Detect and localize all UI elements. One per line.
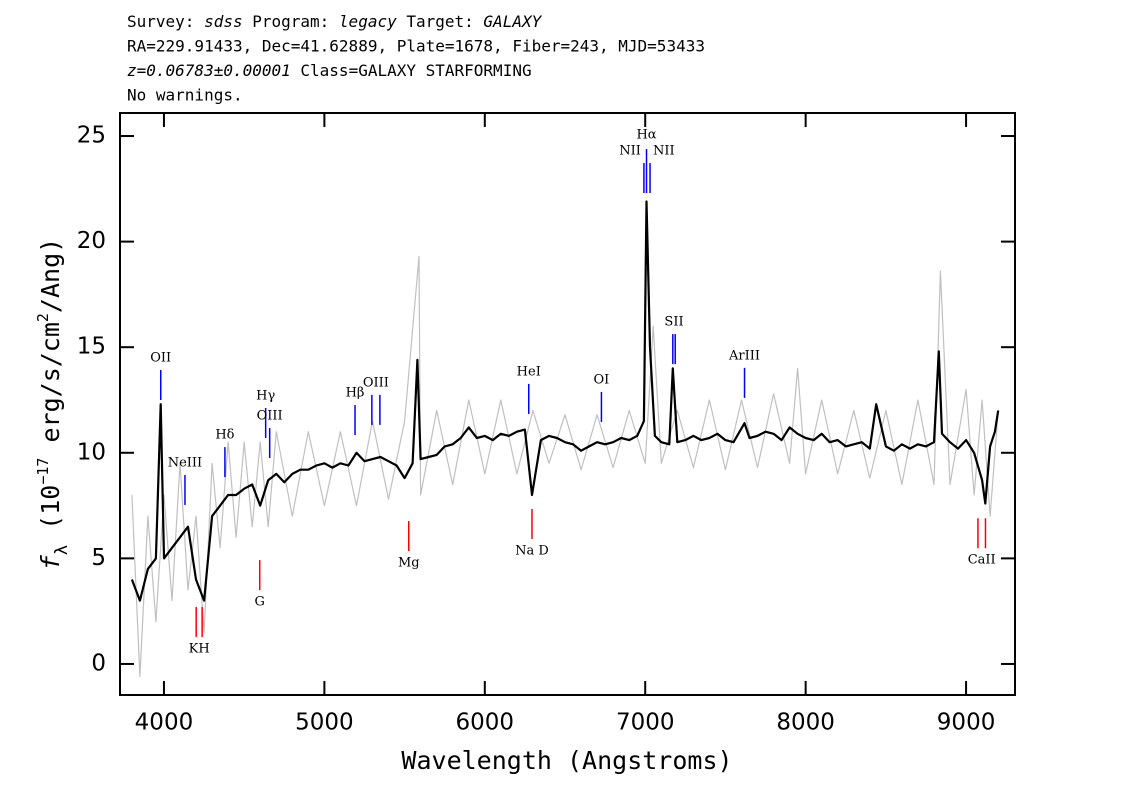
header-line: No warnings. bbox=[127, 85, 243, 104]
line-label: NeIII bbox=[168, 455, 202, 470]
header-segment: sdss bbox=[204, 12, 243, 31]
y-tick-label: 10 bbox=[77, 439, 106, 465]
header-segment: Target: bbox=[397, 12, 484, 31]
line-label: SII bbox=[664, 315, 683, 330]
y-tick-label: 0 bbox=[91, 650, 106, 676]
line-label: OIII bbox=[257, 409, 283, 424]
x-axis-label: Wavelength (Angstroms) bbox=[401, 746, 732, 775]
header-segment: legacy bbox=[339, 12, 397, 31]
line-label: Na D bbox=[515, 543, 549, 558]
y-axis-label: fλ (10−17 erg/s/cm2/Ang) bbox=[34, 238, 73, 570]
line-label: CaII bbox=[968, 553, 996, 568]
y-label-part: λ bbox=[52, 545, 72, 555]
header-segment: z=0.06783±0.00001 bbox=[127, 61, 291, 80]
spectrum-line bbox=[130, 200, 1000, 602]
y-label-part: −17 bbox=[34, 458, 52, 485]
y-label-part: f bbox=[36, 554, 65, 570]
x-tick-label: 9000 bbox=[937, 710, 996, 736]
line-label: NII bbox=[619, 144, 641, 159]
y-tick-label: 20 bbox=[77, 228, 106, 254]
x-tick-label: 4000 bbox=[135, 710, 194, 736]
header-segment: Survey: bbox=[127, 12, 204, 31]
line-label: OI bbox=[594, 372, 610, 387]
header-segment: Program: bbox=[243, 12, 339, 31]
header-line: RA=229.91433, Dec=41.62889, Plate=1678, … bbox=[127, 36, 705, 55]
header-line: z=0.06783±0.00001 Class=GALAXY STARFORMI… bbox=[127, 61, 532, 80]
x-tick-label: 6000 bbox=[456, 710, 515, 736]
line-label: KH bbox=[189, 641, 210, 656]
line-label: Hβ bbox=[346, 386, 365, 401]
line-label: OII bbox=[150, 350, 171, 365]
y-tick-label: 5 bbox=[91, 545, 106, 571]
header-segment: Class=GALAXY STARFORMING bbox=[291, 61, 532, 80]
header-segment: GALAXY bbox=[483, 12, 542, 31]
line-label: OIII bbox=[363, 375, 389, 390]
y-tick-label: 15 bbox=[77, 334, 106, 360]
line-label: Mg bbox=[398, 555, 420, 570]
x-tick-label: 8000 bbox=[776, 710, 835, 736]
line-label: G bbox=[255, 595, 265, 610]
line-label: Hγ bbox=[256, 388, 275, 403]
header-segment: RA=229.91433, Dec=41.62889, Plate=1678, … bbox=[127, 36, 705, 55]
line-label: Hα bbox=[636, 128, 656, 143]
header-line: Survey: sdss Program: legacy Target: GAL… bbox=[127, 12, 543, 31]
line-label: Hδ bbox=[215, 428, 234, 443]
y-tick-label: 25 bbox=[77, 123, 106, 149]
y-label-part: /Ang) bbox=[36, 238, 65, 313]
line-label: ArIII bbox=[728, 348, 760, 363]
frame bbox=[119, 112, 1016, 696]
x-tick-label: 5000 bbox=[295, 710, 354, 736]
line-label: HeI bbox=[517, 364, 541, 379]
y-label-part: 2 bbox=[34, 313, 52, 322]
header-segment: No warnings. bbox=[127, 85, 243, 104]
line-label: NII bbox=[653, 144, 675, 159]
y-label-part: (10 bbox=[36, 485, 65, 545]
spectrum-line bbox=[131, 255, 999, 678]
x-tick-label: 7000 bbox=[616, 710, 675, 736]
y-label-part: erg/s/cm bbox=[36, 322, 65, 457]
plot-area: OIINeIIIHδHγOIIIHβOIIIHeIOINIIHαNIISIIAr… bbox=[130, 128, 1000, 678]
